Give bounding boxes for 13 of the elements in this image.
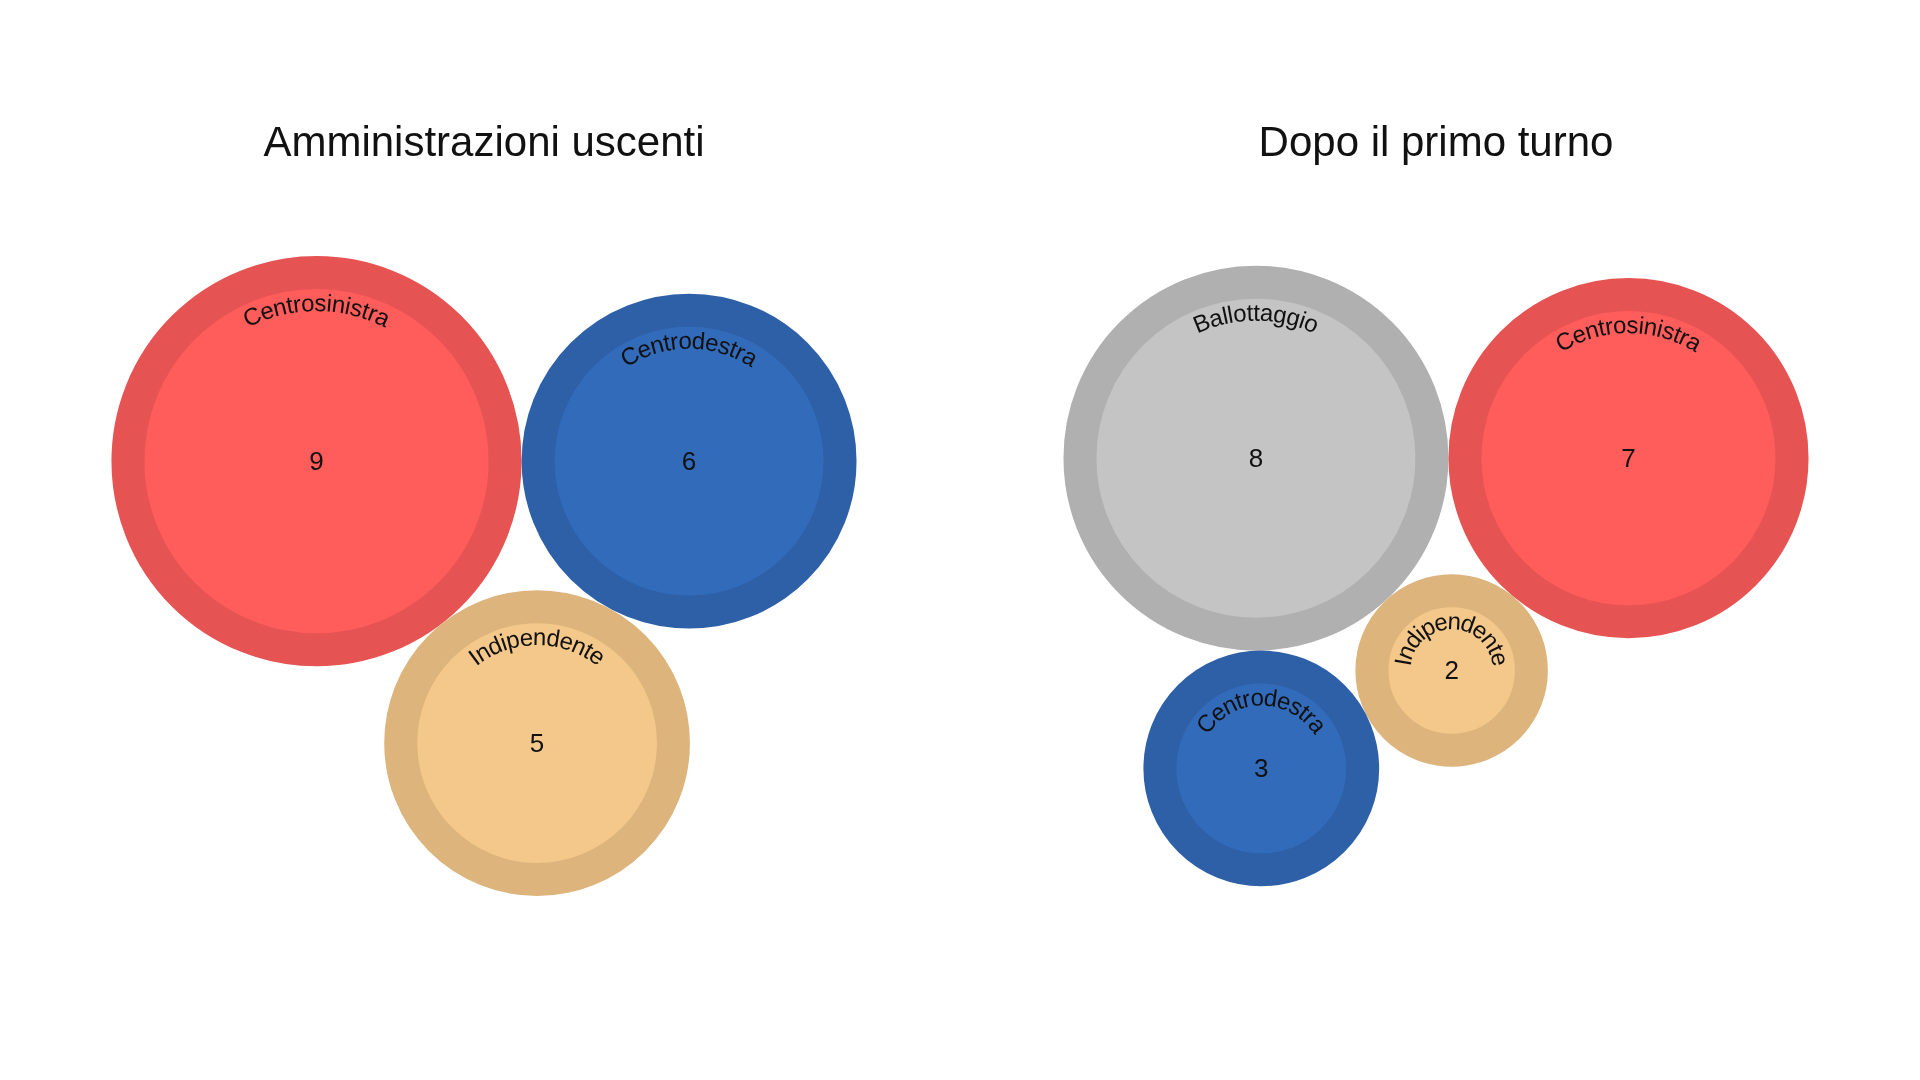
- text: Amministrazioni uscenti: [263, 118, 705, 166]
- data-label: 3: [1254, 753, 1269, 784]
- data-label: 8: [1248, 443, 1264, 474]
- data-label: 9: [309, 446, 324, 477]
- data-label: 7: [1621, 443, 1636, 474]
- text: Dopo il primo turno: [1258, 118, 1614, 166]
- category-label: Centrodestra: [615, 326, 764, 373]
- data-label: 6: [681, 446, 697, 477]
- category-label: Centrosinistra: [1550, 311, 1708, 358]
- category-label: Ballottaggio: [1189, 298, 1323, 339]
- category-label: Centrosinistra: [238, 289, 396, 333]
- category-label: Indipendente: [463, 623, 611, 671]
- data-label: 5: [529, 728, 545, 759]
